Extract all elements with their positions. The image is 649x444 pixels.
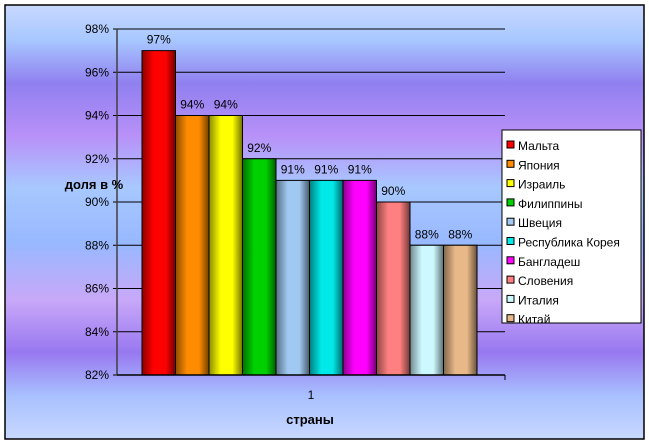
legend-swatch [506, 256, 515, 265]
data-label: 88% [415, 227, 439, 241]
bar-shading [410, 245, 444, 375]
y-tick-label: 96% [85, 65, 109, 79]
data-label: 94% [180, 98, 204, 112]
legend-swatch [506, 179, 515, 188]
legend-label: Филиппины [518, 197, 582, 211]
data-label: 91% [314, 162, 338, 176]
legend-label: Китай [518, 313, 550, 327]
legend-label: Республика Корея [518, 236, 620, 250]
y-tick-label: 86% [85, 282, 109, 296]
bar-shading [309, 180, 343, 375]
y-tick-label: 84% [85, 325, 109, 339]
bar-shading [443, 245, 477, 375]
legend-label: Швеция [518, 216, 562, 230]
legend-swatch [506, 314, 515, 323]
y-tick-label: 90% [85, 195, 109, 209]
data-label: 92% [247, 141, 271, 155]
y-tick-label: 94% [85, 109, 109, 123]
legend-label: Словения [518, 274, 573, 288]
legend-label: Израиль [518, 178, 565, 192]
legend-swatch [506, 275, 515, 284]
data-label: 97% [147, 33, 171, 47]
data-label: 91% [281, 162, 305, 176]
legend-label: Япония [518, 158, 560, 172]
legend-label: Бангладеш [518, 255, 580, 269]
y-tick-label: 88% [85, 238, 109, 252]
data-label: 91% [348, 162, 372, 176]
data-label: 90% [381, 184, 405, 198]
legend-swatch [506, 217, 515, 226]
bar-shading [209, 115, 243, 375]
bar-shading [343, 180, 377, 375]
bar-shading [175, 115, 209, 375]
y-axis-title: доля в % [65, 177, 124, 192]
y-tick-label: 92% [85, 152, 109, 166]
legend-swatch [506, 140, 515, 149]
legend-label: Мальта [518, 139, 559, 153]
legend-swatch [506, 159, 515, 168]
y-tick-label: 98% [85, 22, 109, 36]
bar-shading [142, 50, 176, 375]
data-label: 88% [448, 227, 472, 241]
y-tick-label: 82% [85, 368, 109, 382]
bar-shading [276, 180, 310, 375]
legend-swatch [506, 294, 515, 303]
bar-shading [242, 158, 276, 375]
legend-swatch [506, 237, 515, 245]
legend-box [501, 129, 642, 324]
x-axis-title: страны [286, 412, 334, 427]
bar-shading [376, 202, 410, 375]
legend-label: Италия [518, 293, 559, 307]
x-tick-label: 1 [308, 388, 315, 402]
legend-swatch [506, 198, 515, 207]
data-label: 94% [214, 98, 238, 112]
